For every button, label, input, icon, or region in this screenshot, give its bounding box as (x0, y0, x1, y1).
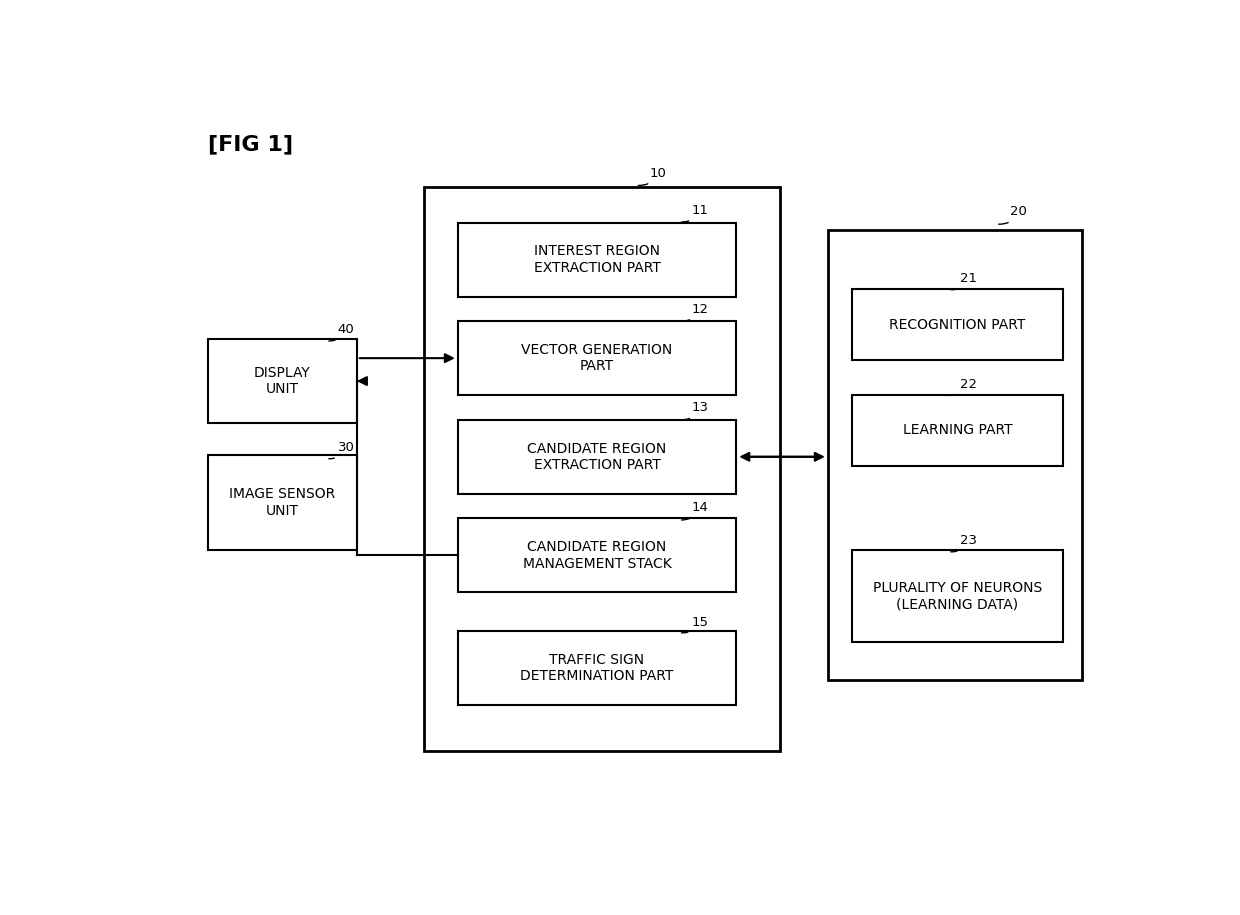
Text: 40: 40 (329, 323, 355, 341)
Text: IMAGE SENSOR
UNIT: IMAGE SENSOR UNIT (229, 488, 336, 518)
Text: 21: 21 (951, 273, 977, 290)
Text: LEARNING PART: LEARNING PART (903, 424, 1012, 437)
Text: RECOGNITION PART: RECOGNITION PART (889, 318, 1025, 332)
Bar (208, 455, 357, 550)
Bar (458, 321, 737, 395)
Text: DISPLAY
UNIT: DISPLAY UNIT (254, 366, 311, 396)
Text: 12: 12 (682, 303, 708, 321)
Text: CANDIDATE REGION
MANAGEMENT STACK: CANDIDATE REGION MANAGEMENT STACK (523, 541, 671, 571)
Text: TRAFFIC SIGN
DETERMINATION PART: TRAFFIC SIGN DETERMINATION PART (521, 653, 673, 684)
Bar (458, 519, 737, 592)
Text: INTEREST REGION
EXTRACTION PART: INTEREST REGION EXTRACTION PART (533, 244, 661, 274)
Text: VECTOR GENERATION
PART: VECTOR GENERATION PART (522, 343, 672, 373)
Text: 11: 11 (682, 204, 708, 222)
Text: 22: 22 (951, 378, 977, 395)
Bar (852, 289, 1063, 360)
Text: PLURALITY OF NEURONS
(LEARNING DATA): PLURALITY OF NEURONS (LEARNING DATA) (873, 581, 1042, 611)
Bar (208, 339, 357, 424)
Bar (458, 222, 737, 296)
Text: 14: 14 (682, 501, 708, 520)
Text: CANDIDATE REGION
EXTRACTION PART: CANDIDATE REGION EXTRACTION PART (527, 442, 667, 472)
Text: 23: 23 (951, 534, 977, 552)
Text: 20: 20 (998, 206, 1027, 224)
Bar (458, 420, 737, 494)
Text: 15: 15 (682, 616, 708, 633)
Text: 10: 10 (639, 167, 667, 186)
Bar (828, 230, 1083, 681)
Bar (424, 188, 780, 751)
Bar (852, 395, 1063, 466)
Text: 30: 30 (329, 441, 355, 458)
Bar (852, 550, 1063, 641)
Text: 13: 13 (682, 402, 708, 420)
Text: [FIG 1]: [FIG 1] (208, 135, 293, 155)
Bar (458, 631, 737, 705)
